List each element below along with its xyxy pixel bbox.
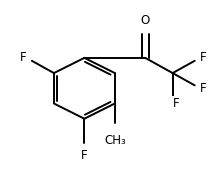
Text: F: F xyxy=(200,51,207,64)
Text: F: F xyxy=(20,51,27,64)
Text: O: O xyxy=(141,14,150,27)
Text: F: F xyxy=(200,82,207,95)
Text: F: F xyxy=(81,149,88,162)
Text: F: F xyxy=(173,97,179,110)
Text: CH₃: CH₃ xyxy=(104,134,126,147)
